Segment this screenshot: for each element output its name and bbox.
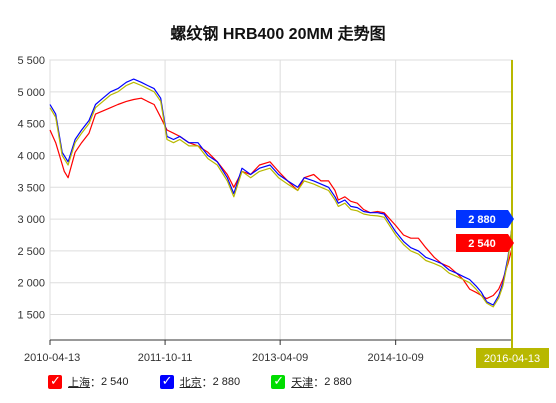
beijing-value-flag <box>456 210 514 228</box>
legend-item-tianjin[interactable]: ✓ 天津：2 880 <box>271 373 352 390</box>
legend-value-shanghai: 2 540 <box>101 376 129 388</box>
check-icon: ✓ <box>161 373 173 388</box>
y-tick-label: 3 500 <box>17 182 45 194</box>
x-tick-label: 2014-10-09 <box>368 352 424 364</box>
y-tick-label: 5 000 <box>17 87 45 99</box>
x-tick-label: 2011-10-11 <box>138 352 193 364</box>
y-tick-label: 2 500 <box>17 246 45 258</box>
shanghai-value-flag-label: 2 540 <box>468 238 496 250</box>
legend-value-tianjin: 2 880 <box>324 376 352 388</box>
y-tick-label: 4 000 <box>17 150 45 162</box>
legend-name-beijing[interactable]: 北京 <box>179 377 202 389</box>
legend-checkbox-shanghai[interactable]: ✓ <box>48 373 62 389</box>
legend-value-beijing: 2 880 <box>212 376 241 388</box>
series-line-2 <box>49 81 513 308</box>
current-date-label: 2016-04-13 <box>484 353 540 365</box>
plot-frame <box>49 59 513 341</box>
y-tick-label: 1 500 <box>17 310 45 322</box>
x-tick-label: 2010-04-13 <box>24 352 80 364</box>
shanghai-value-flag <box>456 234 514 252</box>
current-date-box <box>476 348 549 368</box>
legend-name-tianjin[interactable]: 天津 <box>291 377 314 389</box>
legend-item-beijing[interactable]: ✓ 北京：2 880 <box>159 373 241 390</box>
y-tick-label: 2 000 <box>17 278 45 290</box>
legend-separator: ： <box>90 377 101 389</box>
x-tick-label: 2013-04-09 <box>252 352 308 364</box>
check-icon: ✓ <box>273 373 285 388</box>
chart-title: 螺纹钢 HRB400 20MM 走势图 <box>170 26 386 43</box>
legend-name-shanghai[interactable]: 上海 <box>68 377 90 389</box>
legend-checkbox-tianjin[interactable]: ✓ <box>271 373 286 389</box>
legend: ✓ 上海：2 540 ✓ 北京：2 880 ✓ 天津：2 880 <box>48 373 380 390</box>
beijing-value-flag-label: 2 880 <box>468 214 496 226</box>
series-line-0 <box>49 97 513 300</box>
legend-separator: ： <box>313 377 325 389</box>
legend-item-shanghai[interactable]: ✓ 上海：2 540 <box>48 373 129 390</box>
y-tick-label: 3 000 <box>17 214 45 226</box>
y-tick-label: 4 500 <box>17 119 45 131</box>
series-line-1 <box>49 78 513 306</box>
legend-separator: ： <box>201 377 213 389</box>
check-icon: ✓ <box>50 373 61 388</box>
legend-checkbox-beijing[interactable]: ✓ <box>159 373 174 389</box>
y-tick-label: 5 500 <box>17 55 45 67</box>
